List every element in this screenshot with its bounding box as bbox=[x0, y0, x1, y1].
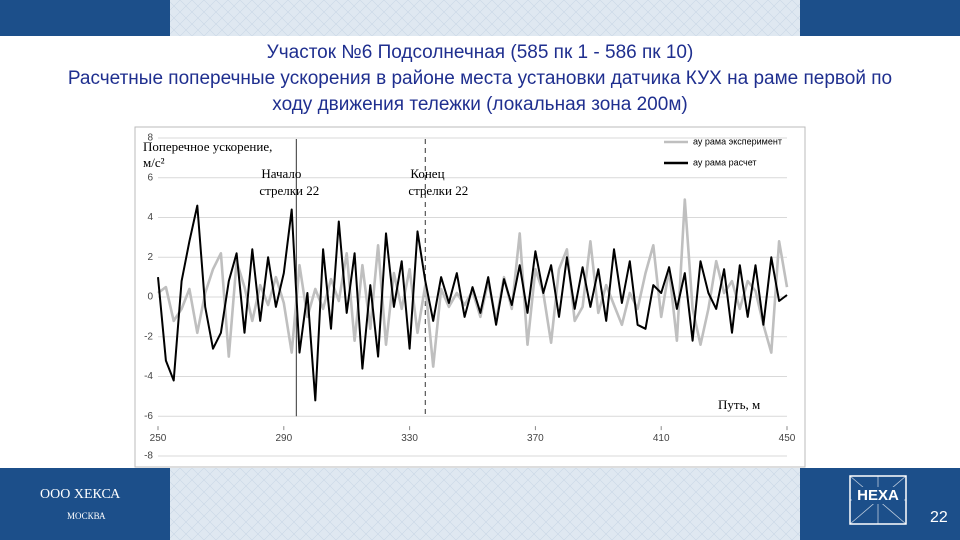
y-tick-label: -4 bbox=[144, 371, 153, 382]
y-tick-label: 6 bbox=[147, 172, 153, 183]
marker-label: Начало bbox=[261, 166, 301, 181]
page-number: 22 bbox=[930, 509, 948, 526]
x-tick-label: 250 bbox=[150, 433, 167, 444]
x-tick-label: 370 bbox=[527, 433, 544, 444]
x-tick-label: 290 bbox=[275, 433, 292, 444]
title-line: ходу движения тележки (локальная зона 20… bbox=[272, 94, 688, 115]
title-line: Расчетные поперечные ускорения в районе … bbox=[67, 68, 893, 89]
city: МОСКВА bbox=[67, 511, 106, 521]
x-axis-label: Путь, м bbox=[718, 397, 760, 412]
y-tick-label: -8 bbox=[144, 451, 153, 462]
title-line: Участок №6 Подсолнечная (585 пк 1 - 586 … bbox=[266, 42, 694, 63]
marker-label: стрелки 22 bbox=[408, 183, 468, 198]
marker-label: стрелки 22 bbox=[259, 183, 319, 198]
y-tick-label: 2 bbox=[147, 252, 153, 263]
x-tick-label: 450 bbox=[779, 433, 796, 444]
y-tick-label: -6 bbox=[144, 411, 153, 422]
y-axis-label: Поперечное ускорение, bbox=[143, 139, 272, 154]
y-tick-label: -2 bbox=[144, 331, 153, 342]
marker-label: Конец bbox=[410, 166, 444, 181]
legend-label: ау рама эксперимент bbox=[693, 136, 782, 146]
series-line bbox=[157, 204, 788, 402]
y-axis-label: м/с² bbox=[143, 155, 165, 170]
top-banner bbox=[0, 0, 960, 36]
legend-label: ау рама расчет bbox=[693, 157, 757, 167]
y-tick-label: 0 bbox=[147, 292, 153, 303]
y-tick-label: 4 bbox=[147, 212, 153, 223]
company: ООО ХЕКСА bbox=[40, 487, 121, 502]
x-tick-label: 410 bbox=[653, 433, 670, 444]
logo: HEXA bbox=[852, 487, 904, 504]
y-tick-label: 8 bbox=[147, 133, 153, 144]
bottom-banner bbox=[0, 468, 960, 540]
x-tick-label: 330 bbox=[401, 433, 418, 444]
